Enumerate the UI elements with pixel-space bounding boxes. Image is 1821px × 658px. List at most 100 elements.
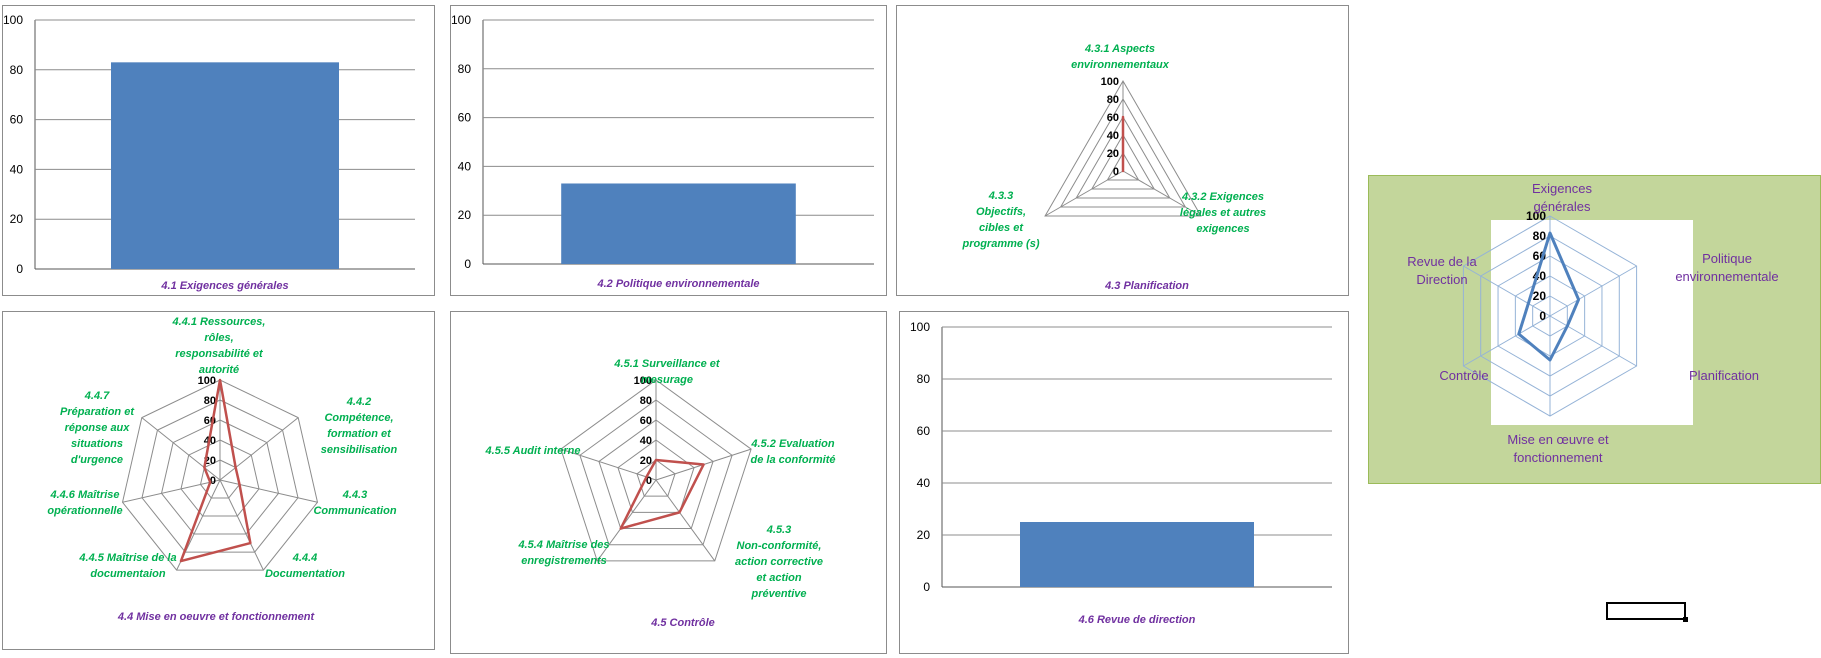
- y-tick-label: 60: [917, 424, 931, 438]
- radar-tick-label: 80: [204, 395, 216, 407]
- radar-gridline: [180, 439, 260, 517]
- bar: [111, 62, 339, 269]
- chart-title: 4.4 Mise en oeuvre et fonctionnement: [117, 611, 316, 623]
- y-tick-label: 60: [10, 113, 24, 127]
- radar-series-line: [619, 458, 705, 530]
- radar-tick-label: 20: [1107, 148, 1119, 160]
- chart-panel-4-1[interactable]: 0 20 40 60 80 100 4.1 Exigences générales: [2, 5, 435, 296]
- radar-tick-label: 60: [640, 415, 652, 427]
- radar-gridline: [1106, 151, 1140, 181]
- radar-category-label: Contrôle: [1439, 368, 1488, 383]
- y-tick-label: 20: [917, 528, 931, 542]
- radar-spoke: [1463, 265, 1551, 317]
- radar-tick-label: 80: [1107, 94, 1119, 106]
- radar-tick-label: 0: [1113, 166, 1119, 178]
- radar-gridline: [121, 379, 319, 571]
- radar-spoke: [219, 417, 299, 481]
- chart-panel-4-5[interactable]: 0 20 40 60 80 100 4.5.1 Surveillance et mesurag…: [450, 311, 887, 654]
- radar-spoke: [1122, 170, 1202, 217]
- radar-spoke: [1549, 315, 1637, 367]
- radar-category-label: 4.5.2 Evaluation de la conformité: [750, 438, 835, 466]
- radar-gridline: [1090, 133, 1156, 190]
- radar-category-label: 4.4.7 Préparation et réponse aux situations…: [60, 390, 135, 466]
- radar-series-line: [1517, 231, 1581, 362]
- radar-spoke: [596, 479, 657, 562]
- radar-category-label: 4.3.3 Objectifs, cibles et programme (s): [961, 190, 1039, 250]
- radar-tick-label: 60: [1107, 112, 1119, 124]
- radar-category-label: Mise en œuvre et fonctionnement: [1507, 432, 1609, 465]
- y-tick-label: 0: [16, 262, 23, 276]
- bar-chart-4-1: 0 20 40 60 80 100 4.1 Exigences générales: [3, 13, 415, 292]
- y-tick-label: 80: [458, 62, 472, 76]
- radar-gridline: [1044, 80, 1202, 217]
- radar-tick-label: 40: [640, 435, 652, 447]
- radar-category-label: Politique environnementale: [1675, 251, 1778, 284]
- radar-tick-label: 20: [640, 455, 652, 467]
- bar-chart-4-6: 0 20 40 60 80 100 4.6 Revue de direction: [910, 320, 1332, 626]
- radar-tick-label: 100: [198, 375, 216, 387]
- radar-gridline: [598, 419, 714, 530]
- radar-spoke: [1463, 315, 1551, 367]
- radar-spoke: [219, 479, 264, 571]
- radar-series-line: [179, 378, 252, 563]
- radar-category-label: 4.4.4 Documentation: [265, 552, 345, 580]
- radar-category-label: Exigences générales: [1532, 181, 1592, 214]
- y-tick-label: 20: [10, 212, 24, 226]
- radar-chart-4-3: 0 20 40 60 80 100 4.3.1 Aspects environnementau…: [961, 43, 1266, 292]
- y-tick-label: 100: [3, 13, 23, 27]
- radar-category-label: Planification: [1689, 368, 1759, 383]
- y-tick-label: 80: [917, 372, 931, 386]
- radar-gridline: [560, 379, 752, 562]
- radar-gridline: [1075, 116, 1171, 199]
- radar-category-label: 4.4.2 Compétence, formation et sensibilisat…: [321, 396, 398, 456]
- bar: [561, 183, 796, 264]
- radar-category-label: 4.3.2 Exigences légales et autres exigence…: [1180, 191, 1266, 235]
- chart-panel-4-2[interactable]: 0 20 40 60 80 100 4.2 Politique environnementa…: [450, 5, 887, 296]
- radar-gridline: [1059, 97, 1187, 208]
- radar-tick-label: 100: [1526, 209, 1546, 223]
- y-tick-label: 100: [910, 320, 930, 334]
- radar-spoke: [1549, 265, 1637, 317]
- radar-category-label: 4.4.6 Maîtrise opérationnelle: [47, 489, 122, 517]
- radar-spoke: [141, 417, 221, 481]
- radar-category-label: 4.5.1 Surveillance et mesurage: [613, 358, 721, 386]
- radar-category-label: 4.3.1 Aspects environnementaux: [1071, 43, 1170, 71]
- radar-category-label: 4.4.3 Communication: [313, 489, 396, 517]
- radar-tick-label: 80: [640, 395, 652, 407]
- chart-title: 4.6 Revue de direction: [1078, 614, 1196, 626]
- chart-panel-4-3[interactable]: 0 20 40 60 80 100 4.3.1 Aspects environnementau…: [896, 5, 1349, 296]
- chart-title: 4.1 Exigences générales: [160, 280, 288, 292]
- radar-spoke: [122, 479, 221, 503]
- y-tick-label: 40: [10, 162, 24, 176]
- radar-spoke: [560, 448, 657, 481]
- radar-tick-label: 0: [646, 475, 652, 487]
- chart-title: 4.5 Contrôle: [650, 617, 715, 629]
- radar-category-label: 4.4.5 Maîtrise de la documentaion: [78, 552, 176, 580]
- radar-spoke: [655, 479, 716, 562]
- selected-cell-cursor[interactable]: [1606, 602, 1688, 622]
- y-tick-label: 100: [451, 13, 471, 27]
- radar-category-label: 4.5.4 Maîtrise des enregistrements: [517, 539, 609, 567]
- y-tick-label: 80: [10, 63, 24, 77]
- radar-gridline: [160, 419, 280, 535]
- radar-gridline: [579, 399, 733, 546]
- plot-area: [1491, 220, 1693, 425]
- radar-tick-label: 100: [1101, 76, 1119, 88]
- radar-tick-label: 40: [1107, 130, 1119, 142]
- chart-title: 4.2 Politique environnementale: [597, 278, 760, 290]
- y-tick-label: 40: [917, 476, 931, 490]
- radar-category-label: Revue de la Direction: [1407, 254, 1477, 287]
- summary-chart-panel[interactable]: 0 20 40 60 80 100 Exigences générales Politique e…: [1368, 175, 1821, 484]
- radar-category-label: 4.4.1 Ressources, rôles, responsabilité et…: [172, 316, 266, 376]
- chart-panel-4-4[interactable]: 0 20 40 60 80 100 4.4.1 Ressources, rôles, respo…: [2, 311, 435, 650]
- radar-spoke: [1044, 170, 1124, 217]
- radar-tick-label: 20: [1533, 289, 1547, 303]
- bar-chart-4-2: 0 20 40 60 80 100 4.2 Politique environnementa…: [451, 13, 874, 290]
- radar-tick-label: 100: [634, 375, 652, 387]
- chart-panel-4-6[interactable]: 0 20 40 60 80 100 4.6 Revue de direction: [899, 311, 1349, 654]
- radar-category-label: 4.5.3 Non-conformité, action corrective et …: [735, 524, 823, 600]
- radar-tick-label: 0: [1539, 309, 1546, 323]
